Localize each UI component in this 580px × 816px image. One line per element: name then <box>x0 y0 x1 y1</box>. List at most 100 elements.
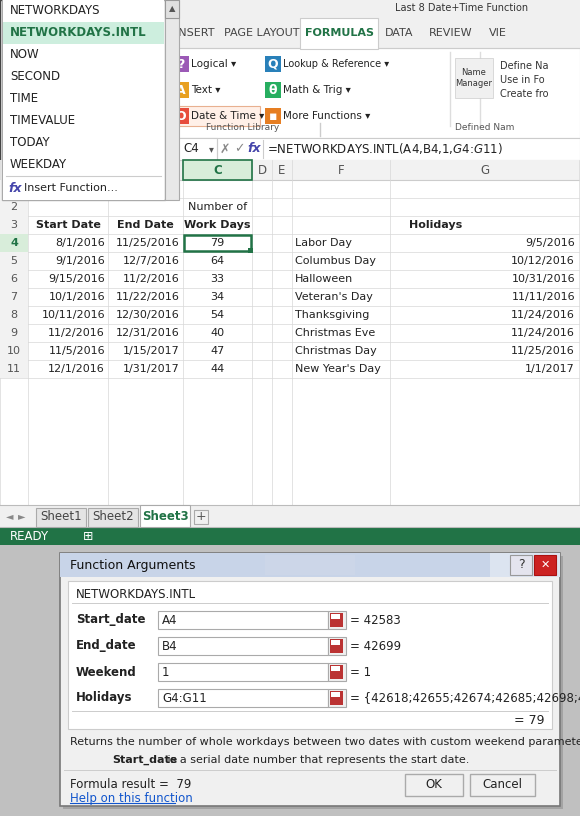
Text: 5: 5 <box>10 256 17 266</box>
Bar <box>60 553 560 806</box>
Text: A: A <box>176 83 186 96</box>
Bar <box>165 138 217 160</box>
Bar <box>265 56 281 72</box>
Text: Help on this function: Help on this function <box>70 792 193 805</box>
Bar <box>405 774 463 796</box>
Text: FORMULAS: FORMULAS <box>304 28 374 38</box>
Text: G4:G11: G4:G11 <box>162 691 206 704</box>
Bar <box>0 342 28 360</box>
Text: Work Days: Work Days <box>184 220 251 230</box>
Text: NOW: NOW <box>10 48 39 61</box>
Text: 4: 4 <box>10 238 18 248</box>
Bar <box>184 235 251 251</box>
Text: fx: fx <box>8 181 21 194</box>
Bar <box>510 555 532 575</box>
Bar <box>0 270 28 288</box>
Bar <box>0 160 580 180</box>
Text: 11/11/2016: 11/11/2016 <box>512 292 575 302</box>
Text: 11/25/2016: 11/25/2016 <box>511 346 575 356</box>
Text: 11/5/2016: 11/5/2016 <box>48 346 105 356</box>
Bar <box>3 0 164 22</box>
Bar <box>0 0 580 537</box>
Bar <box>3 66 164 88</box>
Text: Columbus Day: Columbus Day <box>295 256 376 266</box>
Text: = 1: = 1 <box>350 666 371 678</box>
Text: 9: 9 <box>10 328 17 338</box>
Bar <box>165 48 580 138</box>
Bar <box>0 527 580 545</box>
Text: Holidays: Holidays <box>76 691 132 704</box>
Text: 2: 2 <box>10 202 17 212</box>
Text: 9/1/2016: 9/1/2016 <box>55 256 105 266</box>
Text: Number of: Number of <box>188 202 247 212</box>
Text: NETWORKDAYS.INTL: NETWORKDAYS.INTL <box>10 26 147 39</box>
Text: 10/12/2016: 10/12/2016 <box>511 256 575 266</box>
Text: Lookup & Reference ▾: Lookup & Reference ▾ <box>283 59 389 69</box>
Bar <box>248 248 253 253</box>
Bar <box>165 0 179 200</box>
Text: 12/31/2016: 12/31/2016 <box>116 328 180 338</box>
Bar <box>265 555 355 575</box>
Bar <box>0 252 28 270</box>
Text: =NETWORKDAYS.INTL(A4,B4,1,$G$4:$G$11): =NETWORKDAYS.INTL(A4,B4,1,$G$4:$G$11) <box>267 141 503 157</box>
Text: SECOND: SECOND <box>10 70 60 83</box>
Text: 11/2/2016: 11/2/2016 <box>123 274 180 284</box>
Bar <box>328 689 346 707</box>
Text: 8/1/2016: 8/1/2016 <box>55 238 105 248</box>
Bar <box>0 505 580 527</box>
Text: 33: 33 <box>211 274 224 284</box>
Text: ?: ? <box>177 57 184 70</box>
Bar <box>265 108 281 124</box>
Text: More Functions ▾: More Functions ▾ <box>283 111 371 121</box>
Bar <box>60 553 560 577</box>
Text: NETWORKDAYS: NETWORKDAYS <box>10 5 100 17</box>
Text: C: C <box>213 163 222 176</box>
Bar <box>331 640 340 645</box>
Text: TIME: TIME <box>10 92 38 105</box>
Text: 10/1/2016: 10/1/2016 <box>48 292 105 302</box>
Text: A4: A4 <box>162 614 177 627</box>
Bar <box>36 508 86 527</box>
Text: 64: 64 <box>211 256 224 266</box>
Text: TIMEVALUE: TIMEVALUE <box>10 114 75 127</box>
Bar <box>328 637 346 655</box>
Text: PAGE LAYOUT: PAGE LAYOUT <box>224 28 300 38</box>
Bar <box>300 18 378 49</box>
Text: is a serial date number that represents the start date.: is a serial date number that represents … <box>164 755 469 765</box>
Text: 10/31/2016: 10/31/2016 <box>512 274 575 284</box>
Bar <box>3 110 164 132</box>
Bar <box>0 160 580 505</box>
Text: ?: ? <box>518 558 524 571</box>
Bar <box>0 306 28 324</box>
Bar <box>0 198 28 216</box>
Text: Start_date: Start_date <box>76 614 146 627</box>
Bar <box>3 176 164 200</box>
Text: Sheet3: Sheet3 <box>142 509 189 522</box>
Text: ▾: ▾ <box>209 144 214 154</box>
Text: = 42699: = 42699 <box>350 640 401 653</box>
Text: Weekend: Weekend <box>76 666 137 678</box>
Text: OK: OK <box>426 778 443 792</box>
Bar <box>330 639 343 653</box>
Text: 47: 47 <box>211 346 224 356</box>
Text: A: A <box>64 163 72 176</box>
Text: ▲: ▲ <box>169 5 175 14</box>
Bar <box>68 581 552 729</box>
Text: End_date: End_date <box>76 640 137 653</box>
Text: ✓: ✓ <box>234 143 244 156</box>
Bar <box>170 106 260 126</box>
Text: 8: 8 <box>10 310 17 320</box>
Text: 1/15/2017: 1/15/2017 <box>123 346 180 356</box>
Bar <box>3 154 164 176</box>
Text: Cancel: Cancel <box>482 778 522 792</box>
Text: REVIEW: REVIEW <box>429 28 473 38</box>
Text: 3: 3 <box>10 220 17 230</box>
Text: READY: READY <box>10 530 49 543</box>
Bar <box>140 505 190 527</box>
Text: 7: 7 <box>10 292 17 302</box>
Text: Math & Trig ▾: Math & Trig ▾ <box>283 85 351 95</box>
Text: 11/22/2016: 11/22/2016 <box>116 292 180 302</box>
Text: ▪: ▪ <box>269 109 277 122</box>
Text: Insert Function...: Insert Function... <box>24 183 118 193</box>
Text: 34: 34 <box>211 292 224 302</box>
